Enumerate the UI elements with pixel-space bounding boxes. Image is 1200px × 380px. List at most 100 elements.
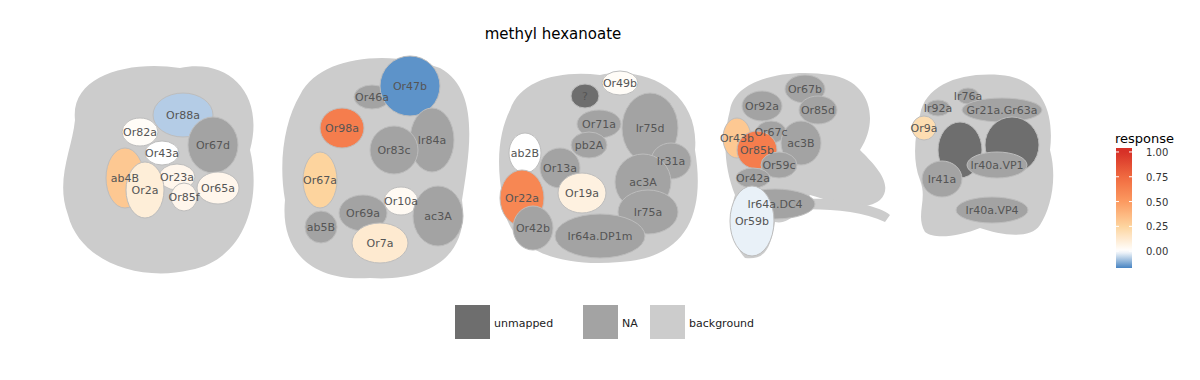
glomerulus-label: Ir75d: [636, 122, 665, 135]
tick: [1129, 176, 1132, 177]
glomerulus-label: Ir41a: [928, 173, 957, 186]
glomerulus-label: Or85d: [801, 104, 835, 117]
glomerulus: [509, 133, 541, 173]
glomerulus-label: Or49b: [603, 77, 637, 90]
glomerulus-label: Or85f: [168, 191, 200, 204]
glomerulus: [370, 126, 418, 174]
glomerulus-label: ?: [582, 90, 588, 103]
glomerulus: [320, 108, 364, 148]
glomerulus-label: Or67b: [788, 83, 822, 96]
glomerulus-label: Or23a: [160, 171, 194, 184]
tick: [1116, 176, 1119, 177]
glomerulus: [305, 211, 337, 243]
tick: [1129, 151, 1132, 152]
glomerulus: [352, 223, 408, 263]
glomerulus-label: Or85b: [740, 144, 774, 157]
glomerulus: [922, 161, 962, 197]
glomerulus-label: Or13a: [543, 162, 577, 175]
panel: Or46aOr47bOr98aIr84aOr83cOr67aOr10aOr69a…: [282, 56, 469, 278]
tick: [1116, 151, 1119, 152]
legend-swatch: [650, 305, 685, 339]
glomerulus: [742, 91, 782, 121]
glomerulus: [122, 118, 158, 146]
glomerulus-label: Or82a: [123, 126, 157, 139]
glomerulus: [558, 173, 606, 213]
glomerulus-label: Or67a: [303, 174, 337, 187]
tick-label: 0.50: [1146, 197, 1168, 208]
glomerulus-label: Or19a: [565, 187, 599, 200]
glomerulus-label: Or59c: [762, 159, 795, 172]
glomerulus: [571, 132, 607, 158]
glomerulus: [413, 186, 463, 246]
tick: [1129, 226, 1132, 227]
glomerulus-label: Or7a: [367, 237, 394, 250]
glomerulus-label: pb2A: [575, 139, 604, 152]
glomerulus: [380, 56, 440, 116]
glomerulus: [126, 162, 164, 218]
glomerulus-label: Or42a: [736, 172, 770, 185]
glomerulus: [602, 71, 638, 95]
tick: [1116, 251, 1119, 252]
glomerulus: [799, 96, 837, 124]
glomerulus: [730, 186, 774, 256]
glomerulus: [956, 197, 1028, 223]
glomerulus-label: Or10a: [384, 195, 418, 208]
glomerulus-label: Ir31a: [657, 155, 686, 168]
glomerulus-label: Or42b: [516, 222, 550, 235]
glomerulus: [513, 206, 553, 250]
glomerulus-label: Ir84a: [418, 134, 447, 147]
legend-label: NA: [622, 317, 638, 330]
glomerulus-label: Ir40a.VP4: [965, 204, 1018, 217]
glomerulus-label: Or65a: [201, 182, 235, 195]
panel: ? Or49b Or71a Ir75d ab2B pb2A Or13a Ir31aac3A Or…: [499, 71, 698, 263]
glomerulus-label: ac3B: [787, 137, 814, 150]
tick: [1116, 226, 1119, 227]
tick: [1116, 201, 1119, 202]
glomerulus: [555, 214, 645, 258]
glomerulus: [303, 152, 337, 208]
tick: [1129, 251, 1132, 252]
tick: [1129, 201, 1132, 202]
glomerulus: [410, 108, 454, 172]
background: [282, 58, 469, 278]
glomerulus-label: Or59b: [735, 215, 769, 228]
glomerulus-label: Or2a: [132, 184, 159, 197]
glomerulus-label: Gr21a.Gr63a: [966, 104, 1037, 117]
glomerulus-label: Or67d: [196, 139, 230, 152]
glomerulus-label: Ir40a.VP1: [970, 159, 1023, 172]
chart: methyl hexanoateOr88aOr82aOr67dOr43aab4B…: [0, 0, 1200, 380]
glomerulus-label: ac3A: [424, 210, 452, 223]
glomerulus: [188, 117, 238, 173]
glomerulus-label: Or47b: [393, 80, 427, 93]
glomerulus-label: Or9a: [911, 122, 938, 135]
glomerulus-label: ac3A: [629, 176, 657, 189]
glomerulus-label: Or67c: [754, 126, 787, 139]
glomerulus: [145, 141, 179, 165]
glomerulus-label: Ir76a: [954, 90, 983, 103]
colorbar-title: response: [1115, 131, 1174, 146]
glomerulus-label: ab2B: [511, 147, 539, 160]
glomerulus-label: Or83c: [377, 144, 410, 157]
tick-label: 0.25: [1146, 221, 1168, 232]
glomerulus-label: Or98a: [325, 122, 359, 135]
background: [915, 75, 1053, 237]
glomerulus-label: Or71a: [582, 118, 616, 131]
glomerulus-label: Or46a: [355, 91, 389, 104]
glomerulus-label: Or88a: [166, 109, 200, 122]
glomerulus-label: Or43a: [145, 147, 179, 160]
glomerulus: [967, 152, 1027, 178]
title: methyl hexanoate: [485, 25, 622, 43]
tick-label: 0.00: [1146, 246, 1168, 257]
panel: Ir76aIr92aGr21a.Gr63aOr9aIr40a.VP1Ir41aI…: [911, 75, 1054, 237]
legend-swatch: [583, 305, 618, 339]
background: [725, 73, 885, 258]
panel: Or92aOr67bOr85dOr43bOr67cOr85bac3BOr59cO…: [720, 73, 890, 258]
glomerulus-label: Or22a: [505, 192, 539, 205]
glomerulus-label: ab5B: [307, 221, 335, 234]
glomerulus-label: Ir64a.DP1m: [568, 230, 633, 243]
glomerulus: [571, 84, 599, 108]
legend-label: unmapped: [494, 317, 553, 330]
tick-label: 0.75: [1146, 172, 1168, 183]
background: [499, 73, 698, 263]
glomerulus-label: Or92a: [745, 100, 779, 113]
